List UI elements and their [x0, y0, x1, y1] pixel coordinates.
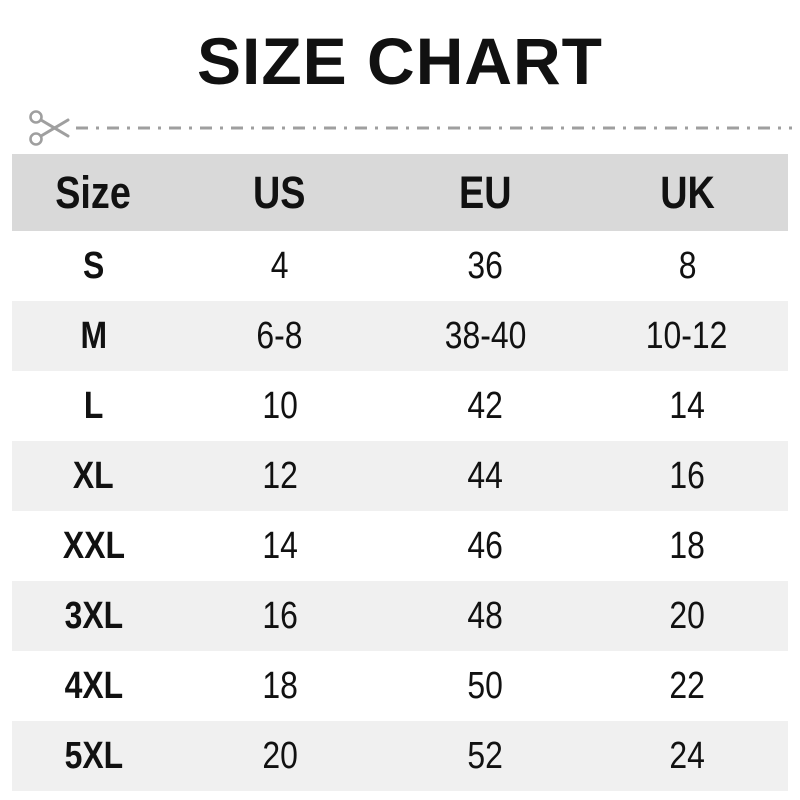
cell-size-label: 3XL	[12, 595, 175, 638]
table-row: 5XL 20 52 24	[12, 721, 788, 791]
column-header-label: EU	[459, 166, 512, 218]
cell-text: L	[83, 384, 104, 427]
size-table-body: S 4 36 8 M 6-8 38-40 10-12 L 10 42 14 XL 12 44 16 XXL 14 4…	[12, 231, 788, 791]
cell-text: 50	[467, 664, 504, 707]
cell-text: 5XL	[64, 734, 123, 777]
cell-size-label: XXL	[12, 525, 175, 568]
cell-text: 14	[261, 524, 298, 567]
cell-text: 20	[261, 734, 298, 777]
cell-text: 48	[467, 594, 504, 637]
table-row: XL 12 44 16	[12, 441, 788, 511]
column-header-uk: UK	[586, 167, 788, 219]
table-row: M 6-8 38-40 10-12	[12, 301, 788, 371]
cell-text: 18	[261, 664, 298, 707]
cell-text: 4XL	[64, 664, 123, 707]
cell-text: 10	[261, 384, 298, 427]
column-header-label: Size	[55, 166, 132, 218]
table-row: L 10 42 14	[12, 371, 788, 441]
cell-text: 10-12	[646, 314, 728, 357]
cell-value: 10	[175, 385, 385, 428]
cell-text: 42	[467, 384, 504, 427]
cell-text: 46	[467, 524, 504, 567]
cell-value: 8	[586, 245, 788, 288]
column-header-us: US	[175, 167, 385, 219]
cell-text: 3XL	[64, 594, 123, 637]
cell-text: 6-8	[256, 314, 303, 357]
cell-text: 24	[669, 734, 705, 777]
cell-value: 44	[384, 455, 586, 498]
cell-value: 16	[175, 595, 385, 638]
cell-text: 8	[678, 244, 696, 287]
cell-value: 12	[175, 455, 385, 498]
cell-value: 42	[384, 385, 586, 428]
cell-value: 48	[384, 595, 586, 638]
cell-text: 44	[467, 454, 504, 497]
cell-size-label: M	[12, 315, 175, 358]
cutline-graphic	[29, 110, 792, 146]
cell-value: 14	[586, 385, 788, 428]
cell-size-label: 5XL	[12, 735, 175, 778]
cell-text: XXL	[62, 524, 125, 567]
cell-value: 6-8	[175, 315, 385, 358]
cell-value: 50	[384, 665, 586, 708]
cell-value: 20	[175, 735, 385, 778]
cell-value: 22	[586, 665, 788, 708]
cell-size-label: L	[12, 385, 175, 428]
cell-text: 52	[467, 734, 504, 777]
column-header-eu: EU	[384, 167, 586, 219]
cell-text: 18	[669, 524, 705, 567]
cell-value: 14	[175, 525, 385, 568]
cell-text: M	[80, 314, 107, 357]
cell-text: 4	[270, 244, 289, 287]
cell-value: 18	[175, 665, 385, 708]
cell-text: XL	[73, 454, 114, 497]
table-row: S 4 36 8	[12, 231, 788, 301]
scissors-icon	[29, 110, 70, 146]
column-header-label: UK	[659, 166, 715, 218]
cell-size-label: 4XL	[12, 665, 175, 708]
cut-line	[0, 104, 800, 148]
cell-value: 38-40	[384, 315, 586, 358]
cell-text: 22	[669, 664, 705, 707]
cell-value: 36	[384, 245, 586, 288]
table-row: XXL 14 46 18	[12, 511, 788, 581]
size-table: Size US EU UK S 4 36 8 M 6-8 38-40 10-12 L 10 42 14…	[12, 154, 788, 791]
cell-text: 14	[669, 384, 705, 427]
cell-text: 36	[467, 244, 504, 287]
page-title: SIZE CHART	[197, 24, 603, 98]
table-row: 4XL 18 50 22	[12, 651, 788, 721]
cell-size-label: S	[12, 245, 175, 288]
cell-text: 20	[669, 594, 705, 637]
table-header-row: Size US EU UK	[12, 154, 788, 231]
cell-value: 10-12	[586, 315, 788, 358]
cell-value: 4	[175, 245, 385, 288]
cell-value: 20	[586, 595, 788, 638]
cell-size-label: XL	[12, 455, 175, 498]
cell-text: 38-40	[444, 314, 527, 357]
cell-value: 16	[586, 455, 788, 498]
cell-text: 16	[669, 454, 705, 497]
column-header-size: Size	[12, 167, 175, 219]
cell-text: 12	[261, 454, 298, 497]
table-row: 3XL 16 48 20	[12, 581, 788, 651]
cell-text: S	[82, 244, 105, 287]
cell-text: 16	[261, 594, 298, 637]
cell-value: 46	[384, 525, 586, 568]
cell-value: 52	[384, 735, 586, 778]
column-header-label: US	[253, 166, 306, 218]
cell-value: 18	[586, 525, 788, 568]
cell-value: 24	[586, 735, 788, 778]
